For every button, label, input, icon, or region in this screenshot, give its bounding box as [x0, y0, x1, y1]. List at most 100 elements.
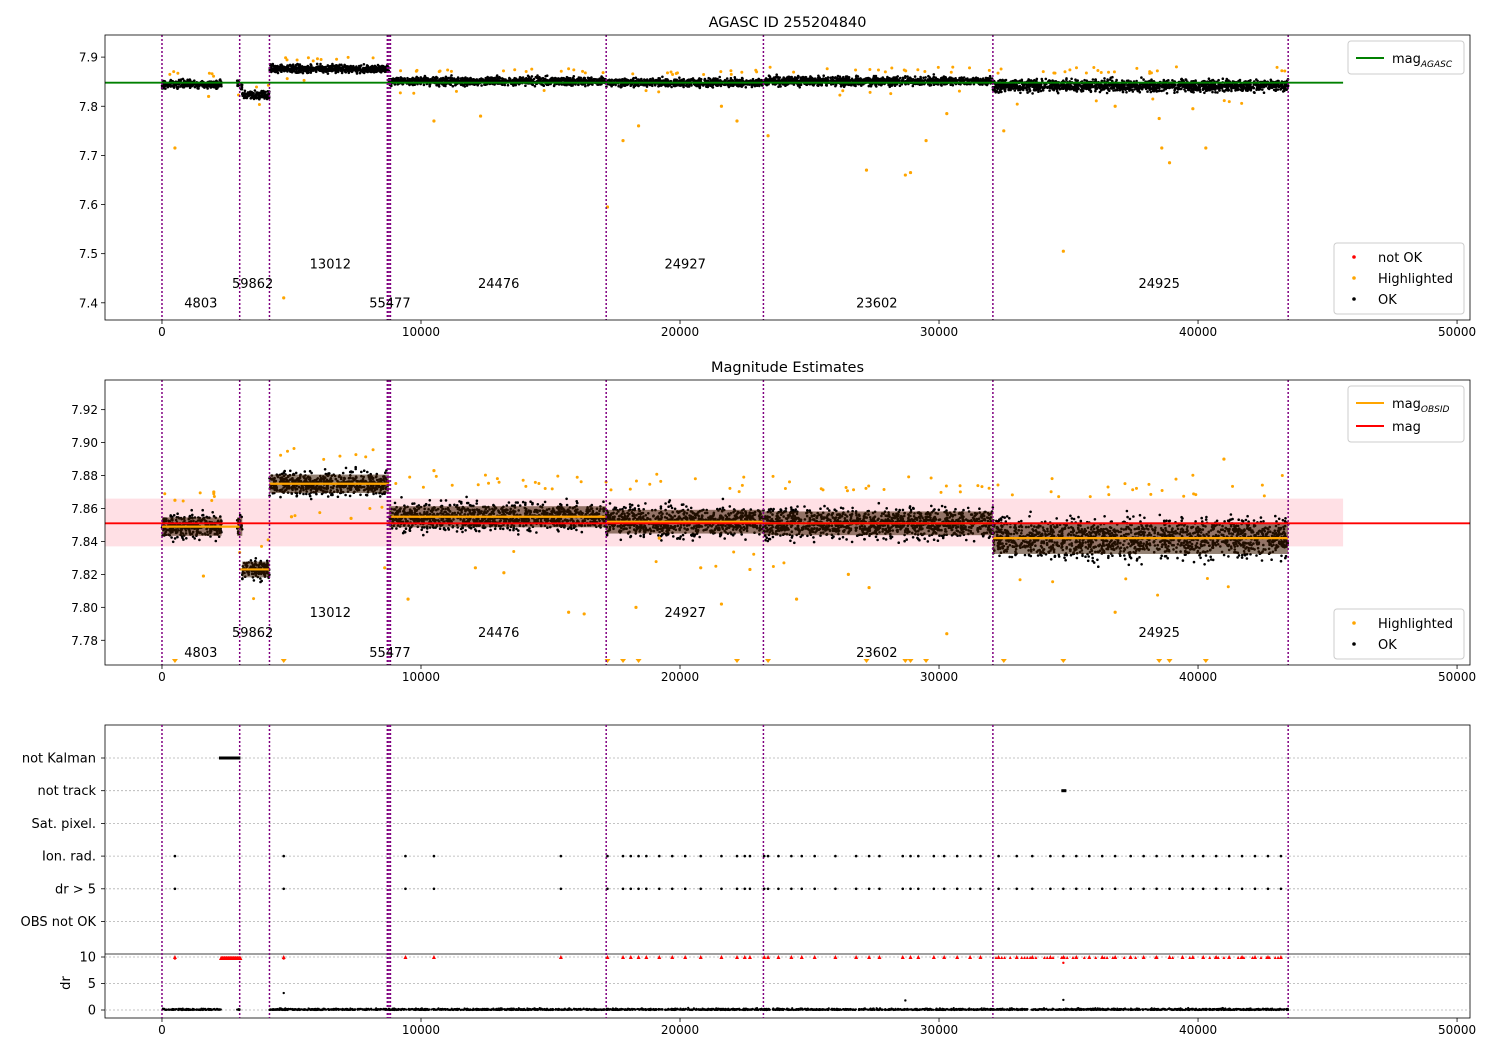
- ok-point: [192, 83, 195, 86]
- ok-point: [461, 84, 465, 87]
- ok-point: [850, 77, 854, 81]
- ok-point: [911, 84, 915, 88]
- ok-point: [403, 77, 406, 81]
- ok-point: [375, 69, 379, 73]
- ok-point: [455, 78, 458, 81]
- ok-point: [164, 87, 167, 90]
- ok-point: [315, 62, 319, 66]
- ok-point: [183, 79, 186, 83]
- ok-point: [197, 87, 200, 90]
- ok-point: [240, 85, 244, 89]
- ok-point: [508, 77, 512, 81]
- ok-point: [374, 65, 378, 69]
- ok-point: [711, 86, 715, 89]
- ok-point: [282, 65, 286, 69]
- ok-point: [576, 78, 579, 81]
- ok-point: [251, 95, 254, 98]
- ok-point: [651, 77, 654, 80]
- ok-point: [202, 83, 205, 87]
- ok-point: [553, 83, 556, 87]
- ok-point: [854, 77, 857, 81]
- ok-points-segment: [762, 73, 995, 89]
- ok-point: [301, 71, 305, 75]
- ok-point: [930, 78, 933, 81]
- ok-point: [809, 75, 812, 78]
- ok-point: [714, 83, 718, 87]
- ok-point: [582, 76, 586, 80]
- ok-point: [450, 74, 453, 77]
- ok-point: [305, 71, 309, 74]
- ok-point: [504, 78, 507, 81]
- ok-point: [1221, 77, 1225, 80]
- ok-point: [844, 75, 848, 78]
- ok-point: [698, 86, 702, 90]
- ok-point: [587, 79, 590, 82]
- ok-point: [797, 75, 800, 79]
- ok-point: [775, 76, 779, 79]
- ok-point: [351, 68, 355, 72]
- ok-point: [626, 78, 630, 82]
- ok-point: [186, 78, 189, 82]
- ok-point: [340, 69, 344, 73]
- ok-point: [514, 77, 517, 81]
- ok-point: [358, 71, 362, 75]
- ok-point: [960, 78, 963, 81]
- ok-point: [1220, 87, 1224, 90]
- ok-point: [319, 62, 322, 66]
- ok-point: [860, 84, 863, 87]
- ok-point: [272, 64, 275, 68]
- ok-point: [568, 77, 572, 81]
- ok-point: [657, 77, 660, 80]
- ok-point: [534, 75, 538, 79]
- ok-point: [298, 63, 302, 66]
- ok-point: [530, 75, 534, 78]
- ok-point: [941, 78, 945, 81]
- ok-point: [624, 83, 627, 86]
- ok-point: [257, 92, 260, 95]
- ok-point: [932, 75, 936, 79]
- ok-point: [324, 65, 327, 69]
- ok-point: [858, 79, 861, 82]
- ok-point: [825, 84, 828, 87]
- ok-point: [793, 77, 796, 80]
- ok-point: [277, 69, 281, 72]
- ok-point: [378, 67, 382, 70]
- ok-point: [180, 83, 183, 87]
- ok-point: [423, 74, 427, 78]
- ok-point: [506, 83, 510, 87]
- ok-point: [333, 66, 336, 70]
- ok-point: [177, 83, 181, 86]
- ok-point: [866, 79, 870, 82]
- ok-point: [1103, 77, 1106, 80]
- ok-point: [806, 77, 809, 81]
- ok-point: [1230, 89, 1233, 93]
- ok-point: [788, 77, 792, 81]
- ok-point: [269, 68, 273, 72]
- ok-point: [336, 67, 340, 70]
- ok-point: [328, 68, 332, 71]
- ok-point: [913, 75, 917, 78]
- ok-point: [326, 72, 330, 75]
- ok-point: [406, 76, 409, 80]
- ok-point: [265, 97, 269, 101]
- ok-point: [612, 79, 616, 82]
- ok-point: [207, 83, 210, 86]
- ok-point: [1031, 92, 1034, 95]
- ok-point: [283, 69, 286, 73]
- ok-point: [469, 78, 473, 82]
- ok-point: [771, 78, 775, 82]
- ok-point: [698, 77, 701, 80]
- ok-point: [425, 77, 429, 80]
- ok-point: [856, 75, 860, 78]
- ok-point: [1065, 78, 1068, 82]
- ok-point: [523, 77, 527, 81]
- ok-point: [335, 64, 339, 67]
- ok-point: [877, 83, 881, 86]
- ok-point: [297, 67, 301, 70]
- ok-point: [932, 73, 936, 76]
- ok-point: [881, 76, 885, 79]
- ok-point: [688, 79, 692, 82]
- ok-point: [418, 78, 422, 81]
- ok-point: [255, 96, 258, 100]
- ok-point: [973, 78, 976, 81]
